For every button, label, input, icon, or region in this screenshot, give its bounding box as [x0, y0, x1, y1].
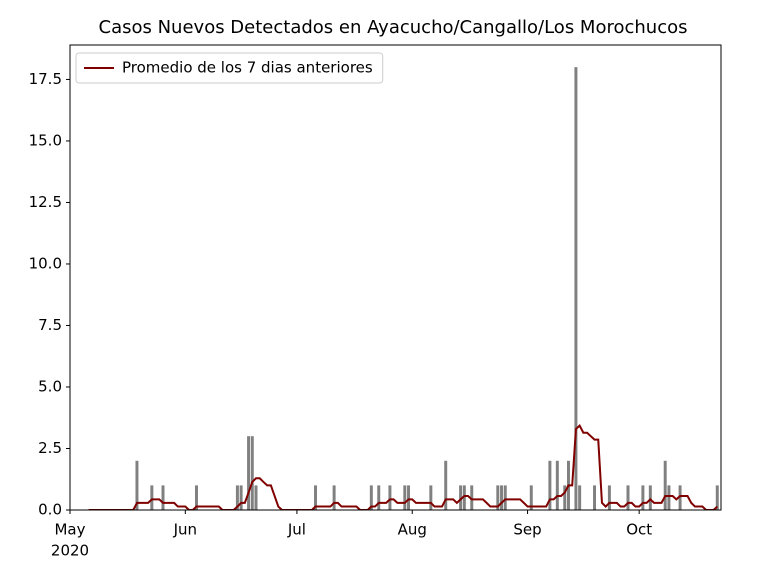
line-series — [88, 423, 718, 510]
bar — [529, 485, 533, 510]
bar — [667, 485, 671, 510]
x-year-label: 2020 — [51, 542, 89, 560]
bar — [314, 485, 318, 510]
y-tick-label: 0.0 — [38, 501, 62, 519]
bar — [470, 485, 474, 510]
bar — [607, 485, 611, 510]
y-tick-label: 15.0 — [29, 131, 62, 149]
bar — [444, 460, 448, 510]
y-tick-label: 10.0 — [29, 254, 62, 272]
bar — [239, 485, 243, 510]
y-tick-label: 17.5 — [29, 70, 62, 88]
x-tick-label: Aug — [398, 521, 427, 539]
bar — [548, 460, 552, 510]
bar — [388, 485, 392, 510]
bar — [574, 67, 578, 510]
bar — [332, 485, 336, 510]
bar — [563, 485, 567, 510]
bar — [500, 485, 504, 510]
bar — [254, 485, 258, 510]
y-tick-label: 2.5 — [38, 439, 62, 457]
y-tick-label: 5.0 — [38, 377, 62, 395]
bar — [641, 485, 645, 510]
x-tick-label: Sep — [513, 521, 541, 539]
bar — [715, 485, 719, 510]
bar — [593, 485, 597, 510]
bar — [250, 436, 254, 510]
x-tick-label: Jul — [287, 521, 306, 539]
bar — [578, 485, 582, 510]
y-tick-label: 7.5 — [38, 316, 62, 334]
bar — [235, 485, 239, 510]
bar — [194, 485, 198, 510]
bar — [462, 485, 466, 510]
bar — [135, 460, 139, 510]
legend-label: Promedio de los 7 dias anteriores — [122, 59, 373, 77]
bar — [678, 485, 682, 510]
legend-box — [75, 52, 384, 84]
bar — [377, 485, 381, 510]
bar — [496, 485, 500, 510]
bar — [626, 485, 630, 510]
bar — [503, 485, 507, 510]
bar — [369, 485, 373, 510]
bar — [555, 460, 559, 510]
bar — [429, 485, 433, 510]
bar — [161, 485, 165, 510]
x-tick-label: May — [54, 521, 85, 539]
bar — [247, 436, 251, 510]
bar — [407, 485, 411, 510]
y-tick-label: 12.5 — [29, 193, 62, 211]
axes-frame — [69, 44, 722, 511]
bar — [663, 460, 667, 510]
bar — [648, 485, 652, 510]
bar — [150, 485, 154, 510]
x-tick-label: Oct — [626, 521, 652, 539]
x-tick-label: Jun — [173, 521, 197, 539]
plot-area — [88, 67, 719, 510]
bar — [459, 485, 463, 510]
bar — [403, 485, 407, 510]
chart-title: Casos Nuevos Detectados en Ayacucho/Cang… — [99, 17, 688, 38]
